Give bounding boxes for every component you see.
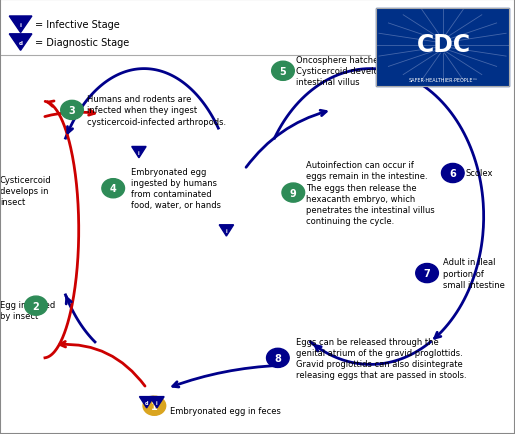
Polygon shape xyxy=(132,147,146,158)
Circle shape xyxy=(24,296,47,316)
Text: = Infective Stage: = Infective Stage xyxy=(35,20,120,30)
Text: 4: 4 xyxy=(110,184,116,194)
Text: d: d xyxy=(19,40,22,46)
Text: 8: 8 xyxy=(275,353,281,363)
Text: 9: 9 xyxy=(290,188,297,198)
Circle shape xyxy=(267,349,289,368)
FancyBboxPatch shape xyxy=(375,9,510,87)
Circle shape xyxy=(416,264,438,283)
Text: Autoinfection can occur if
eggs remain in the intestine.
The eggs then release t: Autoinfection can occur if eggs remain i… xyxy=(306,161,435,225)
Polygon shape xyxy=(9,35,32,51)
Text: Cysticercoid
develops in
insect: Cysticercoid develops in insect xyxy=(0,175,51,207)
Circle shape xyxy=(441,164,464,183)
Text: Humans and rodents are
infected when they ingest
cysticercoid-infected arthropod: Humans and rodents are infected when the… xyxy=(87,95,227,126)
Text: 2: 2 xyxy=(33,301,40,311)
Text: Embryonated egg in feces: Embryonated egg in feces xyxy=(170,406,281,414)
Text: CDC: CDC xyxy=(417,33,471,57)
Text: 3: 3 xyxy=(69,106,75,115)
Text: Scolex: Scolex xyxy=(466,169,493,178)
Text: i: i xyxy=(226,228,227,233)
Circle shape xyxy=(271,62,294,81)
Polygon shape xyxy=(219,225,233,237)
Text: = Diagnostic Stage: = Diagnostic Stage xyxy=(35,38,129,48)
Text: Oncosphere hatches
Cysticercoid develops in
intestinal villus: Oncosphere hatches Cysticercoid develops… xyxy=(296,56,399,87)
Text: i: i xyxy=(20,23,22,28)
Circle shape xyxy=(61,101,83,120)
Polygon shape xyxy=(139,397,154,408)
Text: Eggs can be released through the
genital atrium of the gravid proglottids.
Gravi: Eggs can be released through the genital… xyxy=(296,337,466,379)
Text: i: i xyxy=(138,150,140,155)
Text: i: i xyxy=(156,400,158,405)
Text: d: d xyxy=(145,400,148,405)
Text: 1: 1 xyxy=(151,401,158,411)
Circle shape xyxy=(282,184,305,203)
Text: SAFER·HEALTHIER·PEOPLE™: SAFER·HEALTHIER·PEOPLE™ xyxy=(409,78,478,83)
Circle shape xyxy=(102,179,124,198)
Text: Adult in ileal
portion of
small intestine: Adult in ileal portion of small intestin… xyxy=(443,258,504,289)
Circle shape xyxy=(143,396,166,415)
Text: Embryonated egg
ingested by humans
from contaminated
food, water, or hands: Embryonated egg ingested by humans from … xyxy=(131,168,221,210)
Text: 5: 5 xyxy=(280,67,287,76)
Polygon shape xyxy=(150,397,164,408)
Polygon shape xyxy=(9,17,32,33)
Text: 6: 6 xyxy=(449,169,456,178)
Text: 7: 7 xyxy=(424,269,431,278)
Text: Egg ingested
by insect: Egg ingested by insect xyxy=(0,300,55,320)
